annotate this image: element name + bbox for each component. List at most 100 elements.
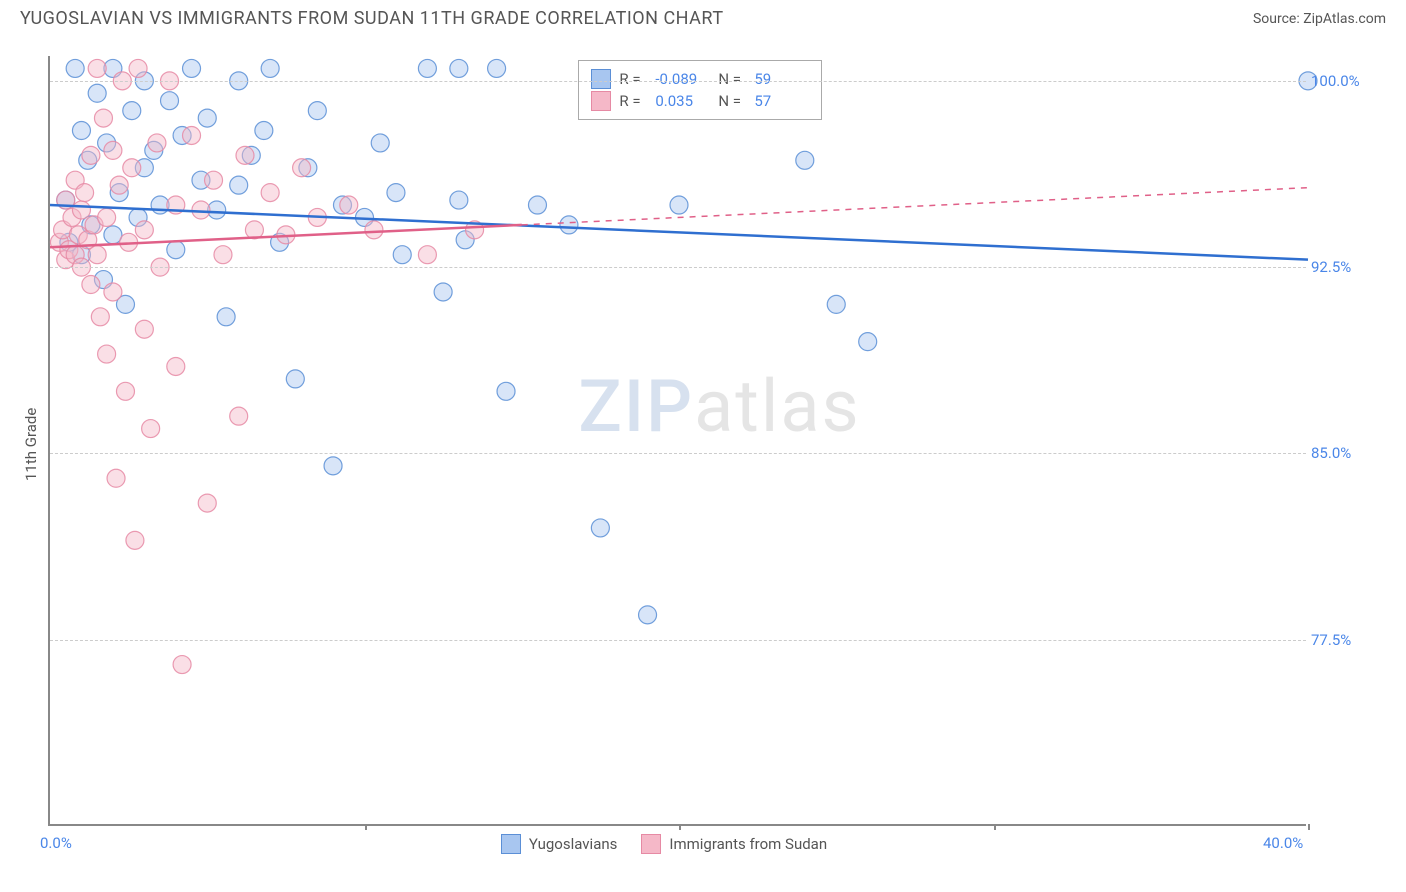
legend-n-value: 59 xyxy=(754,70,809,88)
scatter-point xyxy=(94,109,112,127)
scatter-point xyxy=(82,276,100,294)
legend-swatch xyxy=(591,69,611,89)
scatter-point xyxy=(110,176,128,194)
scatter-point xyxy=(497,382,515,400)
scatter-point xyxy=(434,283,452,301)
scatter-point xyxy=(198,109,216,127)
gridline xyxy=(50,640,1306,641)
scatter-point xyxy=(488,59,506,77)
x-tick-label: 40.0% xyxy=(1263,834,1303,852)
x-tick-mark xyxy=(994,824,996,830)
scatter-point xyxy=(123,102,141,120)
scatter-point xyxy=(142,420,160,438)
legend-r-label: R = xyxy=(619,92,647,110)
scatter-point xyxy=(167,357,185,375)
scatter-point xyxy=(76,184,94,202)
gridline xyxy=(50,81,1306,82)
scatter-point xyxy=(129,59,147,77)
legend-swatch xyxy=(591,91,611,111)
scatter-point xyxy=(418,246,436,264)
x-tick-label: 0.0% xyxy=(40,834,72,852)
scatter-point xyxy=(214,246,232,264)
legend-item: Immigrants from Sudan xyxy=(641,834,827,854)
scatter-point xyxy=(450,59,468,77)
scatter-point xyxy=(217,308,235,326)
scatter-point xyxy=(91,308,109,326)
scatter-point xyxy=(827,295,845,313)
scatter-point xyxy=(135,221,153,239)
scatter-point xyxy=(859,333,877,351)
legend-label: Immigrants from Sudan xyxy=(669,835,827,853)
scatter-point xyxy=(670,196,688,214)
scatter-point xyxy=(88,246,106,264)
legend-row: R = -0.089 N = 59 xyxy=(591,69,809,89)
scatter-point xyxy=(104,283,122,301)
legend-row: R = 0.035 N = 57 xyxy=(591,91,809,111)
scatter-point xyxy=(261,184,279,202)
scatter-point xyxy=(173,656,191,674)
scatter-point xyxy=(286,370,304,388)
legend-swatch xyxy=(501,834,521,854)
scatter-point xyxy=(639,606,657,624)
scatter-point xyxy=(371,134,389,152)
y-tick-label: 77.5% xyxy=(1311,631,1366,649)
scatter-point xyxy=(324,457,342,475)
x-tick-mark xyxy=(1308,824,1310,830)
scatter-point xyxy=(387,184,405,202)
scatter-point xyxy=(183,59,201,77)
scatter-point xyxy=(293,159,311,177)
plot-area: ZIPatlas R =-0.089N =59R =0.035N =57 77.… xyxy=(48,56,1306,826)
scatter-point xyxy=(107,469,125,487)
scatter-point xyxy=(261,59,279,77)
scatter-point xyxy=(796,151,814,169)
legend-item: Yugoslavians xyxy=(501,834,618,854)
legend-label: Yugoslavians xyxy=(529,835,618,853)
scatter-point xyxy=(88,84,106,102)
scatter-point xyxy=(205,171,223,189)
scatter-point xyxy=(255,122,273,140)
gridline xyxy=(50,453,1306,454)
legend-n-label: N = xyxy=(718,92,746,110)
scatter-point xyxy=(161,92,179,110)
scatter-point xyxy=(393,246,411,264)
x-tick-mark xyxy=(679,824,681,830)
correlation-legend: R = -0.089 N = 59 R = 0.035 N = 57 xyxy=(578,60,822,120)
scatter-point xyxy=(148,134,166,152)
legend-swatch xyxy=(641,834,661,854)
scatter-point xyxy=(183,126,201,144)
scatter-point xyxy=(192,201,210,219)
y-tick-label: 100.0% xyxy=(1311,72,1366,90)
scatter-point xyxy=(450,191,468,209)
scatter-point xyxy=(98,345,116,363)
scatter-point xyxy=(418,59,436,77)
legend-r-label: R = xyxy=(619,70,647,88)
scatter-point xyxy=(123,159,141,177)
scatter-point xyxy=(72,201,90,219)
legend-n-value: 57 xyxy=(754,92,809,110)
scatter-point xyxy=(230,407,248,425)
x-tick-mark xyxy=(365,824,367,830)
legend-r-value: -0.089 xyxy=(655,70,710,88)
legend-n-label: N = xyxy=(718,70,746,88)
trend-line-extrapolated xyxy=(522,188,1308,225)
chart-title: YUGOSLAVIAN VS IMMIGRANTS FROM SUDAN 11T… xyxy=(20,8,724,29)
scatter-point xyxy=(135,320,153,338)
scatter-point xyxy=(308,102,326,120)
source-label: Source: ZipAtlas.com xyxy=(1253,11,1386,27)
scatter-point xyxy=(365,221,383,239)
scatter-point xyxy=(126,531,144,549)
y-axis-label: 11th Grade xyxy=(22,408,40,481)
legend-r-value: 0.035 xyxy=(655,92,710,110)
scatter-point xyxy=(88,59,106,77)
series-legend: Yugoslavians Immigrants from Sudan xyxy=(501,834,827,854)
gridline xyxy=(50,267,1306,268)
scatter-point xyxy=(72,122,90,140)
scatter-point xyxy=(82,146,100,164)
scatter-point xyxy=(66,59,84,77)
scatter-point xyxy=(98,208,116,226)
scatter-point xyxy=(198,494,216,512)
scatter-point xyxy=(591,519,609,537)
scatter-point xyxy=(560,216,578,234)
y-tick-label: 85.0% xyxy=(1311,444,1366,462)
scatter-point xyxy=(340,196,358,214)
